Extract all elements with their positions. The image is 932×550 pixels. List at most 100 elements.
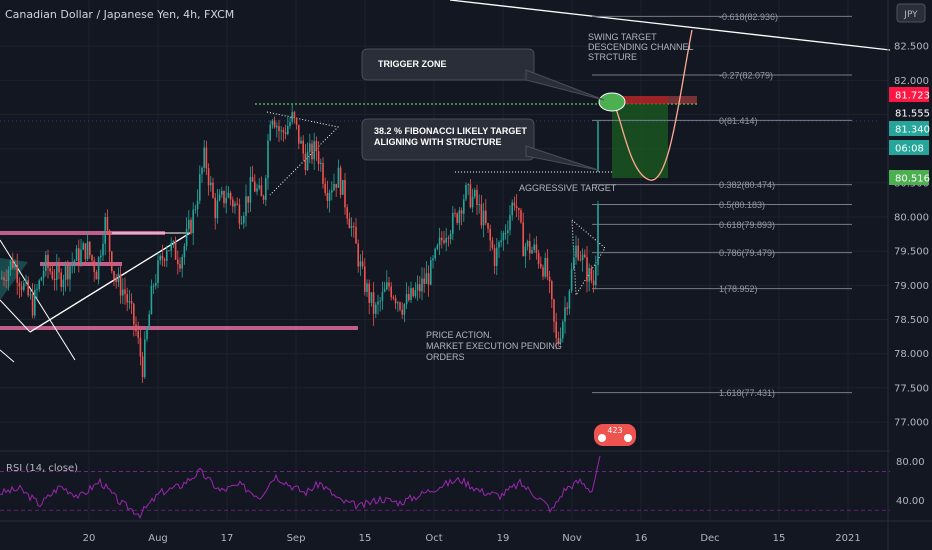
- candle-body: [320, 162, 322, 164]
- candle-body: [240, 223, 243, 225]
- candle-body: [568, 290, 571, 309]
- candle-body: [260, 185, 263, 197]
- candle-body: [504, 232, 507, 234]
- candle-body: [157, 260, 159, 283]
- candle-body: [181, 256, 183, 269]
- candle-body: [36, 289, 38, 290]
- candle-body: [317, 151, 320, 164]
- candle-body: [309, 143, 311, 152]
- fib-label-3: 0.382(80.474): [719, 180, 775, 190]
- candle-body: [447, 238, 450, 239]
- aggressive-target-label: AGGRESSIVE TARGET: [519, 183, 617, 193]
- candle-body: [196, 200, 199, 210]
- candle-body: [144, 339, 146, 378]
- candle-body: [507, 230, 509, 233]
- candle-body: [58, 265, 60, 273]
- price-badge-2: [889, 121, 929, 136]
- candle-body: [221, 190, 223, 195]
- candle-body: [212, 182, 214, 198]
- candle-body: [130, 301, 133, 304]
- candle-body: [271, 120, 274, 125]
- candle-body: [100, 255, 102, 258]
- candle-body: [245, 196, 247, 216]
- ascending-trendline-2: [29, 232, 191, 333]
- candle-body: [381, 291, 384, 301]
- candle-body: [531, 249, 533, 254]
- candle-body: [430, 260, 432, 285]
- candle-body: [443, 240, 445, 243]
- candle-body: [69, 266, 71, 280]
- candle-body: [29, 294, 32, 296]
- candle-body: [302, 140, 304, 154]
- candle-body: [436, 245, 439, 249]
- candle-body: [456, 213, 458, 223]
- candle-body: [467, 184, 469, 185]
- candle-body: [3, 277, 5, 281]
- candle-body: [82, 243, 84, 250]
- candle-body: [463, 199, 465, 214]
- fib-label-8: 1.618(77.431): [719, 388, 775, 398]
- candle-body: [249, 177, 252, 203]
- candle-body: [460, 210, 463, 214]
- candle-body: [161, 255, 164, 260]
- price-action-line1: PRICE ACTION.: [426, 330, 492, 340]
- fib-callout-line1: 38.2 % FIBONACCI LIKELY TARGET: [374, 126, 527, 136]
- price-badge-1: [889, 105, 929, 120]
- candle-body: [529, 240, 531, 254]
- candle-body: [548, 276, 551, 282]
- candle-body: [133, 303, 135, 325]
- candle-body: [126, 293, 128, 303]
- candle-body: [480, 204, 483, 226]
- candle-body: [9, 260, 12, 270]
- brand-logo: 423: [594, 424, 636, 446]
- candle-body: [465, 184, 467, 200]
- candle-body: [188, 220, 190, 229]
- candle-body: [471, 196, 474, 208]
- candle-body: [438, 237, 441, 246]
- candle-body: [355, 226, 357, 244]
- candle-body: [489, 228, 491, 241]
- candle-body: [540, 264, 542, 268]
- time-axis-labels: 20 Aug 17 Sep 15 Oct 19 Nov 16 Dec 15 2021: [83, 533, 861, 544]
- candle-body: [108, 230, 111, 252]
- price-badge-label-1: 81.555: [895, 109, 930, 120]
- candle-body: [335, 183, 337, 188]
- candle-body: [366, 283, 368, 293]
- candle-body: [520, 210, 522, 223]
- price-axis[interactable]: 77.000 77.500 78.000 78.500 79.000 79.500 80.0…: [887, 0, 930, 550]
- candle-body: [331, 190, 333, 193]
- candle-body: [357, 243, 359, 267]
- teal-triangle-left: [0, 258, 28, 300]
- candle-body: [328, 192, 331, 201]
- candle-body: [324, 183, 326, 193]
- candle-body: [581, 254, 584, 261]
- candle-body: [25, 280, 27, 284]
- candle-body: [388, 282, 390, 287]
- candle-body: [577, 245, 579, 260]
- candle-body: [141, 356, 144, 378]
- candle-body: [267, 140, 269, 179]
- candle-body: [282, 130, 285, 133]
- y-tick-3: 78.500: [894, 315, 929, 326]
- time-axis[interactable]: 20 Aug 17 Sep 15 Oct 19 Nov 16 Dec 15 2021: [0, 520, 932, 544]
- candle-body: [18, 282, 21, 287]
- candle-body: [533, 244, 535, 250]
- candle-body: [559, 338, 562, 343]
- currency-badge[interactable]: [896, 3, 926, 23]
- candle-body: [135, 324, 137, 332]
- candle-body: [350, 225, 353, 229]
- candle-body: [361, 261, 364, 267]
- rsi-line: [0, 455, 601, 520]
- candle-body: [179, 264, 181, 269]
- y-tick-6: 80.000: [894, 213, 929, 224]
- fib-label-4: 0.5(80.183): [719, 200, 765, 210]
- candle-body: [419, 284, 421, 292]
- candle-body: [152, 285, 155, 287]
- candle-body: [339, 167, 342, 195]
- x-label-9: Dec: [700, 533, 719, 544]
- fib-label-0: -0.618(82.936): [719, 12, 778, 22]
- candle-body: [518, 208, 520, 211]
- candle-body: [458, 210, 461, 223]
